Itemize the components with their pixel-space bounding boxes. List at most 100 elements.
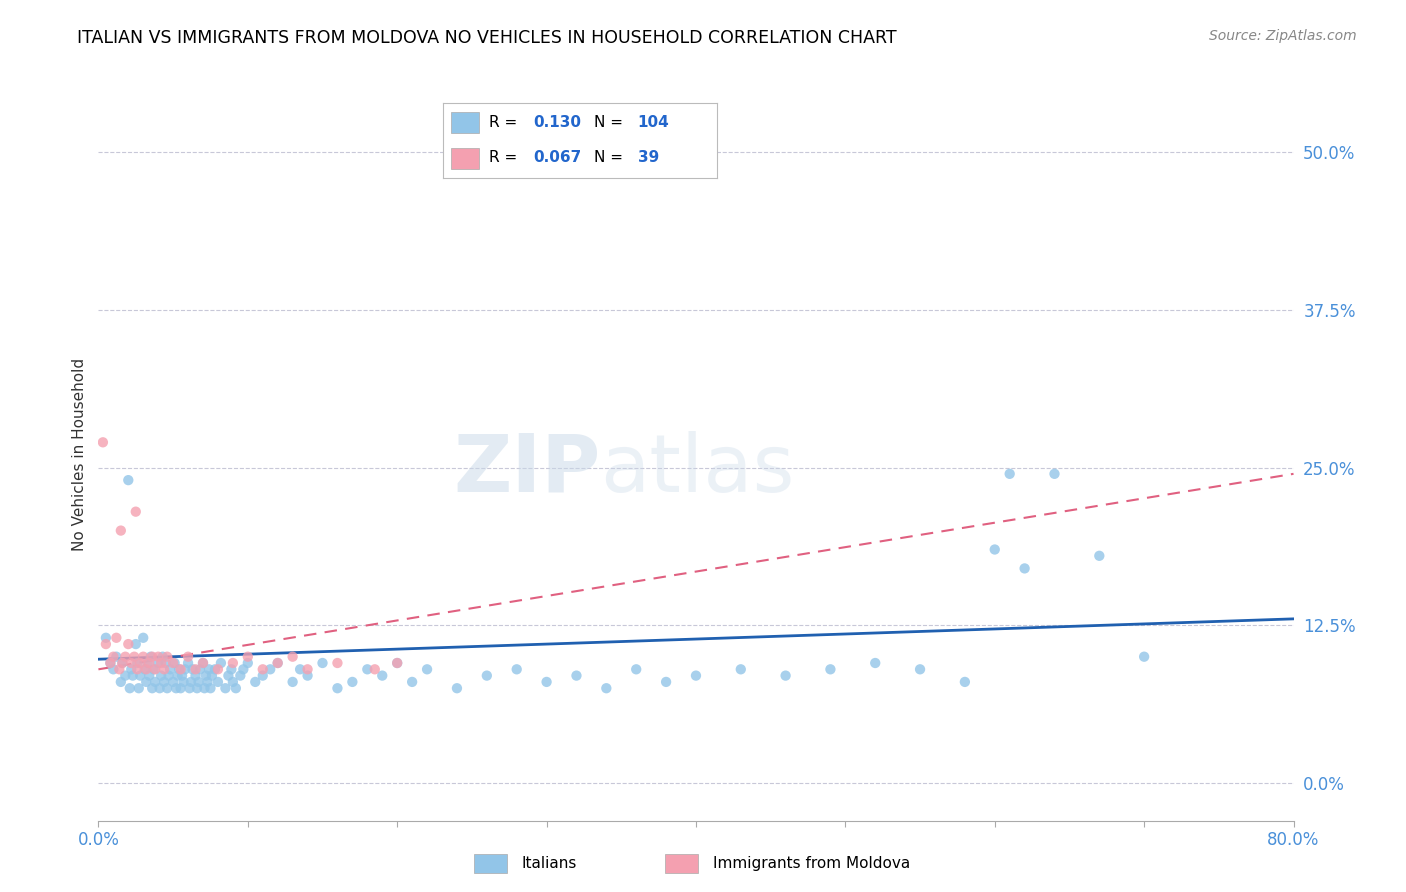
Point [685, 668, 707, 682]
Point [281, 674, 304, 689]
Point [245, 674, 267, 689]
Point [125, 505, 148, 519]
Point [179, 681, 201, 696]
Point [225, 681, 247, 696]
Point [191, 656, 214, 670]
Point [565, 668, 588, 682]
Point [127, 656, 149, 670]
Point [908, 662, 931, 676]
Point [127, 662, 149, 676]
Text: 39: 39 [637, 151, 659, 165]
Point [150, 668, 173, 682]
Point [191, 656, 214, 670]
Point [998, 467, 1021, 481]
Point [136, 656, 159, 670]
Text: R =: R = [489, 115, 517, 130]
Point [281, 649, 304, 664]
Point [207, 674, 229, 689]
Point [162, 656, 184, 670]
Point [207, 662, 229, 676]
Bar [451, 112, 478, 133]
Point [536, 674, 558, 689]
Point [188, 662, 211, 676]
Point [1088, 549, 1111, 563]
Point [259, 662, 281, 676]
Point [297, 662, 319, 676]
Point [111, 656, 134, 670]
Text: N =: N = [593, 151, 623, 165]
Point [156, 681, 179, 696]
Y-axis label: No Vehicles in Household: No Vehicles in Household [72, 359, 87, 551]
Point [94, 637, 117, 651]
Point [117, 637, 139, 651]
Point [166, 668, 188, 682]
Point [174, 662, 197, 676]
Point [141, 681, 163, 696]
Point [135, 662, 157, 676]
Point [1043, 467, 1066, 481]
Point [157, 668, 180, 682]
Point [222, 674, 245, 689]
Point [181, 662, 204, 676]
Text: N =: N = [593, 115, 623, 130]
Point [385, 656, 409, 670]
Point [1014, 561, 1036, 575]
Point [162, 674, 184, 689]
Point [163, 656, 186, 670]
Point [186, 681, 208, 696]
Point [180, 674, 202, 689]
Point [177, 649, 200, 664]
Point [152, 649, 174, 664]
Point [103, 662, 125, 676]
Point [595, 681, 617, 696]
Point [655, 674, 678, 689]
Point [288, 662, 311, 676]
Point [865, 656, 887, 670]
Bar [474, 854, 508, 873]
Point [125, 637, 148, 651]
Point [153, 662, 176, 676]
Point [139, 649, 162, 664]
Point [1133, 649, 1156, 664]
Point [117, 473, 139, 487]
Text: ZIP: ZIP [453, 431, 600, 508]
Point [98, 656, 122, 670]
Point [129, 656, 152, 670]
Point [129, 668, 152, 682]
Point [91, 435, 114, 450]
Point [187, 674, 209, 689]
Point [311, 656, 333, 670]
Point [775, 668, 797, 682]
Text: Source: ZipAtlas.com: Source: ZipAtlas.com [1209, 29, 1357, 43]
Point [200, 681, 222, 696]
Point [105, 649, 128, 664]
Point [134, 662, 156, 676]
Point [120, 662, 142, 676]
Point [236, 656, 259, 670]
Point [143, 662, 166, 676]
Point [108, 662, 131, 676]
Point [730, 662, 752, 676]
Point [167, 662, 190, 676]
Point [209, 656, 232, 670]
Point [626, 662, 648, 676]
Point [475, 668, 498, 682]
Point [135, 674, 157, 689]
Point [142, 662, 165, 676]
Point [267, 656, 290, 670]
Point [169, 681, 191, 696]
Point [184, 668, 207, 682]
Text: 104: 104 [637, 115, 669, 130]
Point [416, 662, 439, 676]
Point [385, 656, 409, 670]
Text: Italians: Italians [522, 856, 576, 871]
Point [953, 674, 976, 689]
Point [252, 668, 274, 682]
Text: Immigrants from Moldova: Immigrants from Moldova [713, 856, 910, 871]
Bar [665, 854, 699, 873]
Point [120, 656, 142, 670]
Point [121, 668, 143, 682]
Point [267, 656, 290, 670]
Point [138, 668, 160, 682]
Point [326, 681, 349, 696]
